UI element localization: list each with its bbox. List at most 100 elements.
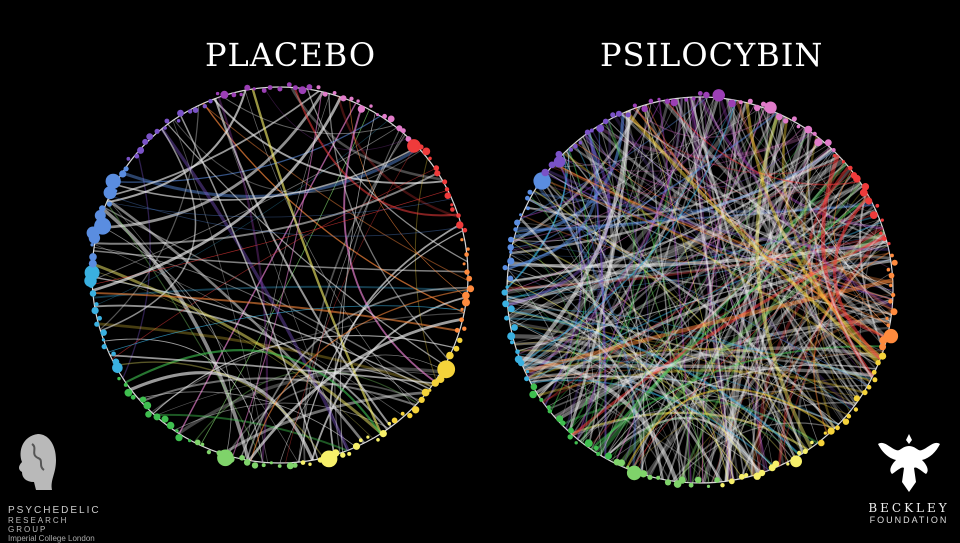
network-edge <box>102 208 251 461</box>
network-edge <box>537 369 864 397</box>
network-node <box>610 112 616 118</box>
network-node <box>589 128 594 133</box>
network-node <box>872 377 878 383</box>
network-node <box>298 86 307 95</box>
network-edge <box>718 97 833 432</box>
network-edge <box>285 145 417 463</box>
network-edge <box>172 120 269 463</box>
network-node <box>292 462 298 468</box>
network-node <box>117 376 121 381</box>
network-edge <box>522 359 839 426</box>
network-edge <box>513 100 740 242</box>
network-node <box>252 87 256 91</box>
network-node <box>269 461 273 465</box>
network-edge <box>106 202 265 463</box>
network-edge <box>570 145 892 316</box>
network-node <box>462 262 466 266</box>
network-node <box>879 343 887 351</box>
network-node <box>525 370 530 374</box>
network-node <box>714 477 720 483</box>
network-node <box>437 360 456 379</box>
network-node <box>639 470 648 478</box>
network-edge <box>644 104 806 453</box>
network-node <box>869 211 878 219</box>
logo-left-line3: Imperial College London <box>8 534 95 543</box>
network-node <box>768 464 776 472</box>
network-edge <box>591 129 649 468</box>
network-node <box>322 91 328 97</box>
network-edge <box>217 96 268 463</box>
network-edge <box>739 237 887 479</box>
network-node <box>560 420 566 426</box>
network-node <box>382 113 387 119</box>
network-edge <box>507 270 644 474</box>
network-edge <box>698 96 797 459</box>
network-node <box>231 92 237 98</box>
network-node <box>111 351 116 357</box>
network-node <box>515 349 520 355</box>
network-node <box>208 99 213 104</box>
network-edge <box>751 309 893 476</box>
network-node <box>91 307 99 315</box>
network-edge <box>546 171 891 324</box>
network-node <box>407 412 413 419</box>
network-edge <box>724 127 808 482</box>
network-edge <box>152 334 454 415</box>
network-node <box>206 450 211 455</box>
network-node <box>428 156 432 161</box>
network-edge <box>541 178 891 325</box>
network-edge <box>777 113 894 294</box>
network-edge <box>94 304 388 431</box>
network-edge <box>579 185 864 442</box>
network-node <box>215 91 220 96</box>
network-edge <box>777 233 886 465</box>
network-node <box>89 253 97 261</box>
network-edge <box>646 104 893 310</box>
network-node <box>444 187 450 192</box>
network-node <box>507 275 514 282</box>
network-edge <box>530 196 603 444</box>
network-edge <box>201 103 469 281</box>
network-edge <box>694 97 795 459</box>
network-node <box>347 451 352 456</box>
network-node <box>467 285 475 293</box>
network-edge <box>525 371 671 481</box>
network-edge <box>509 104 647 326</box>
network-edge <box>527 347 871 382</box>
network-edge <box>507 142 599 300</box>
network-node <box>456 213 461 218</box>
network-node <box>308 462 312 466</box>
network-node <box>584 129 591 135</box>
network-edge <box>414 158 437 381</box>
network-node <box>244 84 251 91</box>
network-node <box>123 166 129 172</box>
network-edge <box>745 102 882 359</box>
network-node <box>641 105 648 112</box>
network-node <box>460 307 464 311</box>
network-edge <box>551 106 762 168</box>
network-edge <box>643 105 700 484</box>
network-node <box>886 323 890 328</box>
network-node <box>513 227 518 232</box>
network-edge <box>520 100 661 219</box>
network-node <box>613 458 621 466</box>
psilocybin-title: PSILOCYBIN <box>600 36 824 74</box>
network-node <box>887 242 891 246</box>
network-node <box>593 445 599 451</box>
network-edge <box>542 177 686 483</box>
network-node <box>340 95 347 102</box>
network-node <box>728 478 735 485</box>
network-edge <box>520 110 630 365</box>
network-edge <box>349 100 467 298</box>
network-node <box>466 247 470 251</box>
network-node <box>267 85 273 90</box>
network-edge <box>328 93 449 360</box>
network-node <box>176 119 181 123</box>
network-edge <box>91 276 430 390</box>
network-edge <box>704 96 847 189</box>
network-edge <box>545 172 893 301</box>
network-node <box>450 203 454 207</box>
network-edge <box>584 126 805 189</box>
network-node <box>720 483 725 488</box>
network-edge <box>506 296 775 469</box>
